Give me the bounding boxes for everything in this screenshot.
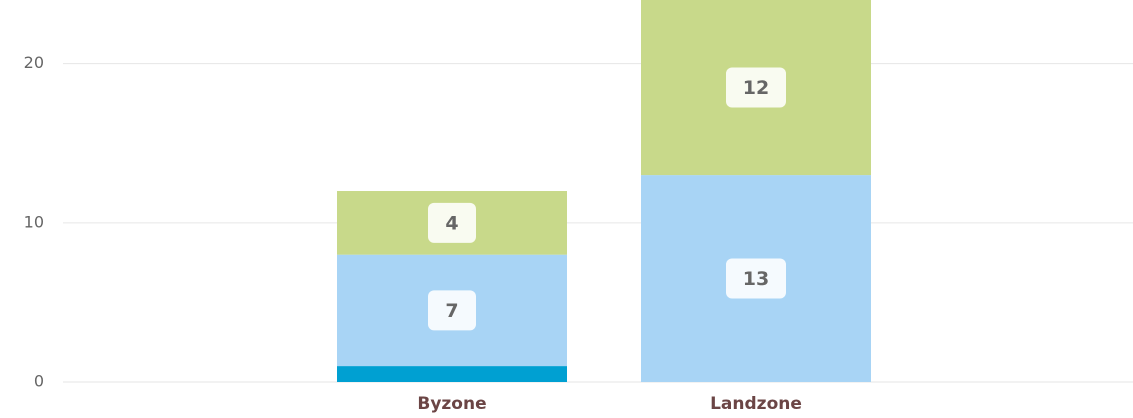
data-label-box	[428, 202, 476, 243]
y-tick-label: 20	[24, 53, 44, 72]
bars	[337, 0, 871, 382]
data-label: 7	[445, 300, 458, 322]
data-labels: 7 4 13 12	[428, 67, 786, 331]
x-tick-label: Byzone	[417, 394, 486, 414]
data-label-box	[428, 290, 476, 331]
data-label: 12	[743, 77, 769, 99]
y-tick-label: 10	[24, 212, 44, 231]
data-label-box	[726, 258, 786, 299]
data-label: 4	[445, 212, 458, 234]
data-label: 13	[743, 268, 769, 290]
x-tick-label: Landzone	[710, 394, 802, 414]
data-label-box	[726, 67, 786, 108]
y-tick-label: 0	[34, 372, 44, 391]
bar-segment	[337, 366, 567, 382]
